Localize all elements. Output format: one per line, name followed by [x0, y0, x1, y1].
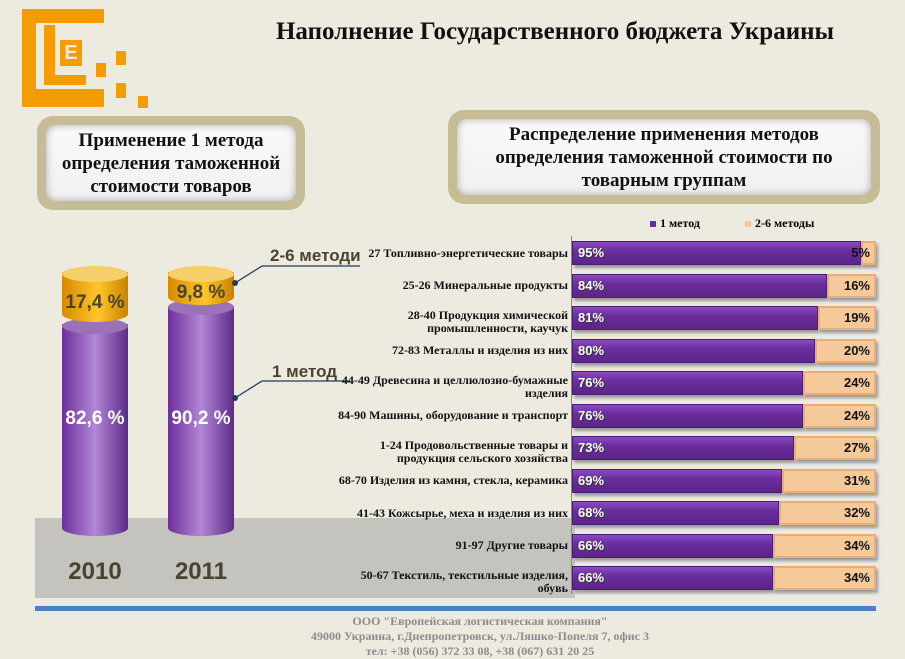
data-label-method1: 80%	[578, 342, 605, 358]
data-label-methods2-6: 5%	[851, 245, 870, 260]
data-label-method1: 95%	[578, 245, 605, 260]
data-label-method1: 76%	[578, 375, 605, 390]
data-label-methods2-6: 24%	[843, 407, 870, 423]
chart-axis	[571, 236, 572, 594]
bar-method1	[572, 403, 804, 428]
category-label: 28-40 Продукция химической промышленност…	[407, 308, 568, 335]
data-label-methods2-6: 34%	[843, 537, 870, 553]
bar-method1	[572, 468, 782, 493]
cylinder-2010-method1	[62, 324, 128, 536]
bar-method1	[572, 306, 819, 330]
category-label: 68-70 Изделия из камня, стекла, керамика	[338, 473, 568, 487]
category-label: 91-97 Другие товары	[455, 538, 568, 552]
cylinder-2010-method1-top	[62, 318, 128, 334]
cylinder-2010: 17,4 % 82,6 %	[62, 266, 128, 546]
bar-method1	[572, 273, 828, 298]
category-label: 84-90 Машины, оборудование и транспорт	[338, 408, 568, 422]
footer: ООО "Европейская логистическая компания"…	[200, 614, 760, 659]
callout-methods2-6: 2-6 методи	[270, 246, 361, 265]
left-panel-heading-frame: Применение 1 метода определения таможенн…	[37, 116, 305, 210]
bar-method1	[572, 436, 794, 460]
data-label-methods2-6: 19%	[843, 310, 870, 325]
legend-label: 2-6 методы	[755, 216, 815, 230]
footer-address: 49000 Украина, г.Днепропетровск, ул.Ляшк…	[310, 629, 650, 643]
cylinder-2011-methods2-6-label: 9,8 %	[176, 282, 226, 303]
cylinder-2010-top	[62, 266, 128, 282]
bar-method1	[572, 241, 861, 265]
legend-label: 1 метод	[660, 216, 700, 230]
bar-methods2-6	[793, 436, 876, 460]
cylinder-2011-top	[168, 266, 234, 282]
cylinder-2011-method1	[168, 306, 234, 536]
cylinder-2011-method1-label: 90,2 %	[171, 408, 231, 429]
legend-item-methods2-6: 2-6 методы	[745, 216, 814, 231]
right-panel-heading: Распределение применения методов определ…	[457, 119, 871, 195]
data-label-method1: 84%	[578, 277, 605, 293]
logo-letter: E	[60, 40, 82, 66]
data-label-method1: 66%	[578, 570, 605, 585]
data-label-methods2-6: 32%	[843, 505, 870, 520]
bar-methods2-6	[772, 533, 876, 558]
cylinder-2010-methods2-6-label: 17,4 %	[65, 292, 125, 313]
data-label-method1: 66%	[578, 537, 605, 553]
year-label-2010: 2010	[68, 558, 122, 585]
callout-lines	[232, 265, 360, 401]
cylinder-2011: 9,8 % 90,2 %	[168, 266, 234, 546]
bar-method1	[572, 501, 779, 525]
bar-methods2-6	[818, 306, 876, 330]
category-label: 41-43 Кожсырье, меха и изделия из них	[357, 505, 568, 520]
right-panel-heading-frame: Распределение применения методов определ…	[448, 110, 880, 204]
bar-method1	[572, 533, 773, 558]
bar-methods2-6	[803, 371, 876, 395]
category-label: 72-83 Металлы и изделия из них	[391, 343, 568, 357]
bar-methods2-6	[860, 241, 876, 265]
data-label-method1: 76%	[578, 407, 605, 423]
data-label-methods2-6: 24%	[843, 375, 870, 390]
bar-methods2-6	[803, 403, 876, 428]
year-label-2011: 2011	[174, 558, 228, 585]
data-label-methods2-6: 31%	[843, 472, 870, 488]
footer-phone: тел: +38 (056) 372 33 08, +38 (067) 631 …	[365, 644, 595, 658]
data-label-method1: 68%	[578, 505, 605, 520]
legend-swatch	[745, 221, 751, 228]
data-label-methods2-6: 20%	[843, 342, 870, 358]
callout-method1: 1 метод	[272, 362, 338, 381]
data-label-method1: 73%	[578, 440, 605, 455]
category-label: 27 Топливно-энергетические товары	[368, 245, 568, 260]
bar-methods2-6	[781, 468, 876, 493]
category-label: 1-24 Продовольственные товары и продукци…	[379, 438, 568, 465]
bar-methods2-6	[827, 273, 876, 298]
footer-rule	[35, 606, 876, 611]
category-label: 44-49 Древесина и целлюлозно-бумажные из…	[341, 373, 568, 400]
data-label-method1: 69%	[578, 472, 605, 488]
bar-methods2-6	[778, 501, 876, 525]
footer-company: ООО "Европейская логистическая компания"	[352, 614, 608, 628]
category-label: 25-26 Минеральные продукты	[402, 278, 568, 292]
data-label-methods2-6: 16%	[843, 277, 870, 293]
bar-method1	[572, 338, 816, 363]
bar-methods2-6	[772, 566, 876, 590]
legend-item-method1: 1 метод	[650, 216, 700, 231]
bar-method1	[572, 371, 804, 395]
bar-methods2-6	[815, 338, 876, 363]
page-title: Наполнение Государственного бюджета Укра…	[275, 18, 835, 45]
bar-method1	[572, 566, 773, 590]
cylinder-2010-method1-label: 82,6 %	[65, 408, 125, 429]
data-label-method1: 81%	[578, 310, 605, 325]
legend-swatch	[650, 221, 656, 228]
category-label: 50-67 Текстиль, текстильные изделия, обу…	[360, 568, 568, 595]
data-label-methods2-6: 34%	[843, 570, 870, 585]
data-label-methods2-6: 27%	[843, 440, 870, 455]
left-panel-heading: Применение 1 метода определения таможенн…	[46, 125, 296, 201]
